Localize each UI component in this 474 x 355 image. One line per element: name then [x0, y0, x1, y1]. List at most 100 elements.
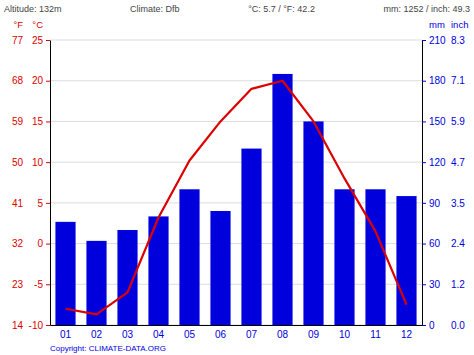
axis-line [50, 41, 51, 326]
marks [55, 74, 416, 325]
tick: 11 [370, 329, 381, 340]
tick-mark [46, 81, 50, 82]
tick: 25 [32, 35, 50, 46]
tick-label: 30 [429, 279, 441, 290]
bar [241, 149, 261, 325]
plot-area: -10-505101520251423324150596877030609012… [12, 35, 465, 340]
tick-label: 210 [429, 35, 446, 46]
tick: 15 [32, 116, 50, 127]
tick: 03 [122, 329, 134, 340]
tick-label: 150 [429, 116, 446, 127]
tick: 60 [422, 238, 441, 249]
tick-mark [422, 162, 426, 163]
tick-label: 23 [12, 279, 24, 290]
bar [334, 189, 354, 325]
tick: 01 [60, 329, 72, 340]
tick-label: -5 [34, 279, 43, 290]
axis-title: °F [13, 19, 23, 30]
tick: 04 [153, 329, 165, 340]
tick: 07 [246, 329, 258, 340]
tick-mark [46, 40, 50, 41]
tick-mark [422, 284, 426, 285]
tick-mark [422, 81, 426, 82]
grid-line [50, 121, 422, 122]
tick-label: 14 [12, 320, 24, 331]
tick-mark [422, 244, 426, 245]
bar [303, 121, 323, 325]
bar [179, 189, 199, 325]
tick: 0 [37, 238, 50, 249]
axis: 0 30 60 90 120 150 180 210 [422, 35, 446, 331]
tick-mark [422, 325, 426, 326]
tick: 77 [12, 35, 50, 46]
bar [365, 189, 385, 325]
tick: 4.7 [422, 157, 465, 168]
grid-line [50, 80, 422, 81]
tick-label: 15 [32, 116, 44, 127]
tick: 90 [422, 198, 441, 209]
tick-label: 12 [401, 329, 413, 340]
chart: -10-505101520251423324150596877030609012… [0, 0, 474, 355]
tick: 20 [32, 75, 50, 86]
tick-label: 41 [12, 198, 24, 209]
tick-label: 59 [12, 116, 24, 127]
tick: 14 [12, 320, 50, 331]
tick-mark [422, 40, 426, 41]
tick-mark [422, 121, 426, 122]
tick-label: 10 [32, 157, 44, 168]
tick-label: 05 [184, 329, 196, 340]
tick-label: 120 [429, 157, 446, 168]
tick-label: 32 [12, 238, 24, 249]
tick-label: 77 [12, 35, 24, 46]
axis: 0.01.22.43.54.75.97.18.3 [422, 35, 465, 331]
tick: 23 [12, 279, 50, 290]
tick-label: 0.0 [451, 320, 465, 331]
tick: 150 [422, 116, 446, 127]
tick-label: 04 [153, 329, 165, 340]
tick-label: 02 [91, 329, 103, 340]
tick-label: 60 [429, 238, 441, 249]
tick-mark [46, 244, 50, 245]
tick-label: 01 [60, 329, 72, 340]
tick: 210 [422, 35, 446, 46]
tick-label: 2.4 [451, 238, 465, 249]
annotation: Climate: Dfb [130, 4, 180, 14]
tick: 5 [37, 198, 50, 209]
axis: 1423324150596877 [12, 35, 50, 331]
tick: 08 [277, 329, 289, 340]
tick-mark [46, 162, 50, 163]
tick-label: 08 [277, 329, 289, 340]
tick-mark [46, 284, 50, 285]
grid [50, 40, 422, 325]
tick-label: 06 [215, 329, 227, 340]
tick: 2.4 [422, 238, 465, 249]
annotation: °C: 5.7 / °F: 42.2 [248, 4, 315, 14]
bar [396, 196, 416, 325]
bar [210, 211, 230, 325]
axis-title: °C [32, 19, 43, 30]
annotation: mm: 1252 / inch: 49.3 [383, 4, 470, 14]
annotation: Altitude: 132m [4, 4, 62, 14]
tick-label: 25 [32, 35, 44, 46]
tick: 8.3 [422, 35, 465, 46]
tick: 7.1 [422, 75, 465, 86]
tick-mark [46, 203, 50, 204]
tick-label: 3.5 [451, 198, 465, 209]
axis: 01 02 03 04 05 06 07 08 09 10 11 12 [51, 326, 423, 341]
annotation: Copyright: CLIMATE-DATA.ORG [50, 344, 166, 353]
tick-mark [46, 325, 50, 326]
tick-label: 0 [37, 238, 43, 249]
axis-title: inch [451, 19, 468, 30]
tick-label: 09 [308, 329, 320, 340]
tick: 10 [339, 329, 351, 340]
tick: 09 [308, 329, 320, 340]
tick-label: 8.3 [451, 35, 465, 46]
tick: 05 [184, 329, 196, 340]
tick: 10 [32, 157, 50, 168]
tick-label: 5 [37, 198, 43, 209]
tick-label: 180 [429, 75, 446, 86]
grid-line [50, 162, 422, 163]
axis-line [422, 41, 423, 326]
tick-label: 0 [429, 320, 435, 331]
tick-label: 07 [246, 329, 258, 340]
